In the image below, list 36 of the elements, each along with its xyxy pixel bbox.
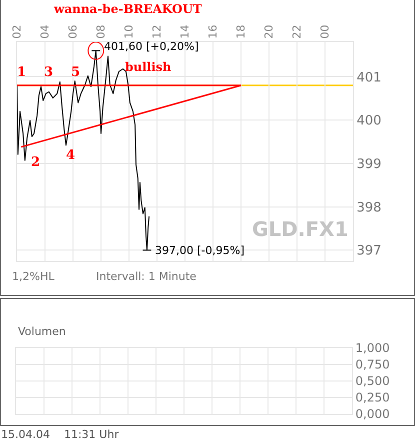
x-tick-label: 22 (290, 24, 304, 39)
y-tick-label: 0,250 (355, 390, 390, 405)
x-tick-label: 14 (178, 24, 192, 39)
annotation: GLD.FX1 (252, 217, 348, 241)
text: 15.04.04 11:31 Uhr (1, 428, 120, 441)
y-tick-label: 398 (356, 200, 382, 216)
annotation: 3 (44, 65, 54, 80)
y-tick-label: 400 (356, 114, 382, 129)
y-tick-label: 0,000 (355, 407, 390, 422)
x-tick-label: 04 (38, 24, 52, 39)
annotation: 397,00 [-0,95%] (155, 244, 244, 257)
x-tick-label: 10 (122, 24, 136, 39)
x-tick-label: 12 (150, 24, 164, 39)
x-tick-label: 20 (262, 24, 276, 39)
y-tick-label: 399 (356, 156, 382, 172)
text: wanna-be-BREAKOUT (53, 2, 202, 16)
text: Intervall: 1 Minute (96, 270, 197, 283)
x-tick-label: 18 (234, 24, 248, 39)
x-tick-label: 08 (94, 24, 108, 39)
x-tick-label: 06 (66, 24, 80, 39)
y-tick-label: 397 (356, 244, 382, 259)
annotation: 2 (31, 155, 40, 170)
annotation: 5 (71, 65, 80, 80)
annotation: 4 (66, 148, 76, 163)
y-tick-label: 0,500 (355, 374, 390, 388)
chart-title: Volumen (18, 325, 66, 338)
x-tick-label: 16 (206, 24, 220, 39)
y-tick-label: 401 (356, 70, 382, 86)
annotation: 401,60 [+0,20%] (104, 40, 199, 53)
x-tick-label: 02 (10, 24, 24, 39)
y-tick-label: 0,750 (355, 358, 390, 372)
annotation: 1 (17, 65, 26, 80)
y-tick-label: 1,000 (355, 341, 390, 356)
text: 1,2%HL (12, 270, 56, 283)
annotation: bullish (125, 60, 172, 74)
x-tick-label: 00 (318, 24, 332, 39)
